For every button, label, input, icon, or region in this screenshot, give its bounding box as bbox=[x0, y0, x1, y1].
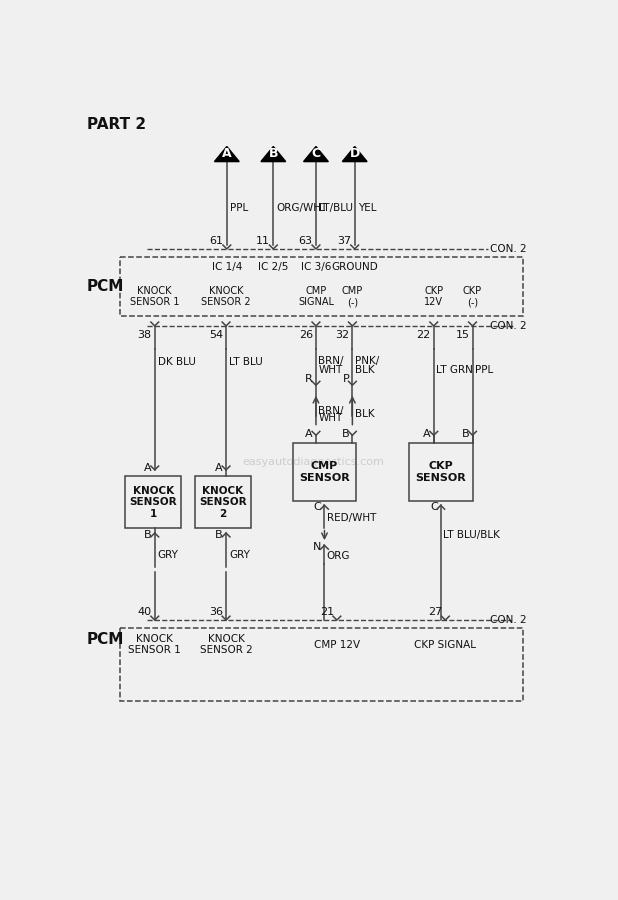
Bar bbox=[125, 476, 181, 528]
Text: 61: 61 bbox=[209, 236, 223, 247]
Text: 11: 11 bbox=[255, 236, 269, 247]
Text: BLK: BLK bbox=[355, 410, 375, 419]
Text: KNOCK
SENSOR 2: KNOCK SENSOR 2 bbox=[200, 634, 252, 655]
Text: ORG/WHT: ORG/WHT bbox=[276, 203, 328, 213]
Polygon shape bbox=[261, 147, 286, 162]
Text: C: C bbox=[313, 502, 321, 512]
Polygon shape bbox=[214, 147, 239, 162]
Text: B: B bbox=[269, 147, 278, 160]
Text: PART 2: PART 2 bbox=[87, 117, 146, 132]
Bar bbox=[293, 443, 356, 500]
Text: PNK/: PNK/ bbox=[355, 356, 379, 365]
Text: KNOCK
SENSOR 1: KNOCK SENSOR 1 bbox=[129, 634, 181, 655]
Text: CKP
12V: CKP 12V bbox=[424, 286, 443, 308]
Text: KNOCK
SENSOR
1: KNOCK SENSOR 1 bbox=[129, 486, 177, 518]
Text: P: P bbox=[342, 374, 349, 384]
Text: CKP
(-): CKP (-) bbox=[463, 286, 482, 308]
Text: B: B bbox=[144, 529, 151, 540]
Text: 21: 21 bbox=[320, 608, 334, 617]
Text: GRY: GRY bbox=[229, 551, 250, 561]
Text: 27: 27 bbox=[428, 608, 442, 617]
Text: 15: 15 bbox=[455, 330, 470, 340]
Text: N: N bbox=[313, 542, 321, 552]
Text: B: B bbox=[342, 428, 349, 438]
Text: KNOCK
SENSOR
2: KNOCK SENSOR 2 bbox=[199, 486, 247, 518]
Text: BRN/: BRN/ bbox=[318, 406, 344, 416]
Text: CMP
SIGNAL: CMP SIGNAL bbox=[298, 286, 334, 308]
Text: A: A bbox=[305, 428, 313, 438]
Bar bbox=[120, 256, 523, 316]
Text: RED/WHT: RED/WHT bbox=[327, 513, 376, 523]
Text: LT GRN: LT GRN bbox=[436, 364, 473, 374]
Polygon shape bbox=[342, 147, 367, 162]
Text: PCM: PCM bbox=[87, 279, 124, 293]
Text: IC 1/4: IC 1/4 bbox=[211, 263, 242, 273]
Text: PCM: PCM bbox=[87, 632, 124, 647]
Text: GRY: GRY bbox=[158, 551, 179, 561]
Text: DK BLU: DK BLU bbox=[158, 357, 196, 367]
Text: easyautodiagnostics.com: easyautodiagnostics.com bbox=[243, 457, 384, 467]
Text: GROUND: GROUND bbox=[331, 263, 378, 273]
Text: BRN/: BRN/ bbox=[318, 356, 344, 365]
Text: WHT: WHT bbox=[318, 364, 342, 374]
Text: 22: 22 bbox=[417, 330, 431, 340]
Text: 54: 54 bbox=[209, 330, 223, 340]
Text: R: R bbox=[305, 374, 313, 384]
Text: A: A bbox=[215, 464, 223, 473]
Text: CMP
(-): CMP (-) bbox=[342, 286, 363, 308]
Text: LT BLU/BLK: LT BLU/BLK bbox=[443, 530, 500, 540]
Text: C: C bbox=[311, 147, 321, 160]
Text: D: D bbox=[350, 147, 360, 160]
Text: B: B bbox=[215, 529, 223, 540]
Text: 36: 36 bbox=[209, 608, 223, 617]
Text: LT/BLU: LT/BLU bbox=[319, 203, 353, 213]
Text: CON. 2: CON. 2 bbox=[490, 244, 527, 254]
Text: KNOCK
SENSOR 1: KNOCK SENSOR 1 bbox=[130, 286, 179, 308]
Text: LT BLU: LT BLU bbox=[229, 357, 263, 367]
Text: KNOCK
SENSOR 2: KNOCK SENSOR 2 bbox=[201, 286, 251, 308]
Polygon shape bbox=[303, 147, 328, 162]
Text: 40: 40 bbox=[138, 608, 151, 617]
Text: C: C bbox=[430, 502, 438, 512]
Text: ORG: ORG bbox=[327, 551, 350, 561]
Text: CKP SIGNAL: CKP SIGNAL bbox=[415, 640, 476, 650]
Text: PPL: PPL bbox=[230, 203, 248, 213]
Text: CMP 12V: CMP 12V bbox=[314, 640, 360, 650]
Bar bbox=[120, 628, 523, 701]
Text: WHT: WHT bbox=[318, 413, 342, 423]
Text: 26: 26 bbox=[298, 330, 313, 340]
Text: A: A bbox=[423, 428, 431, 438]
Text: 32: 32 bbox=[335, 330, 349, 340]
Text: CON. 2: CON. 2 bbox=[490, 321, 527, 331]
Text: YEL: YEL bbox=[358, 203, 376, 213]
Bar bbox=[409, 443, 473, 500]
Text: CON. 2: CON. 2 bbox=[490, 615, 527, 626]
Text: 63: 63 bbox=[298, 236, 312, 247]
Text: 38: 38 bbox=[138, 330, 151, 340]
Text: BLK: BLK bbox=[355, 364, 375, 374]
Text: A: A bbox=[222, 147, 232, 160]
Text: B: B bbox=[462, 428, 470, 438]
Text: PPL: PPL bbox=[475, 364, 493, 374]
Text: A: A bbox=[144, 464, 151, 473]
Text: IC 2/5: IC 2/5 bbox=[258, 263, 289, 273]
Text: IC 3/6: IC 3/6 bbox=[301, 263, 331, 273]
Text: 37: 37 bbox=[337, 236, 351, 247]
Text: CMP
SENSOR: CMP SENSOR bbox=[299, 461, 350, 482]
Bar bbox=[195, 476, 251, 528]
Text: CKP
SENSOR: CKP SENSOR bbox=[415, 461, 466, 482]
